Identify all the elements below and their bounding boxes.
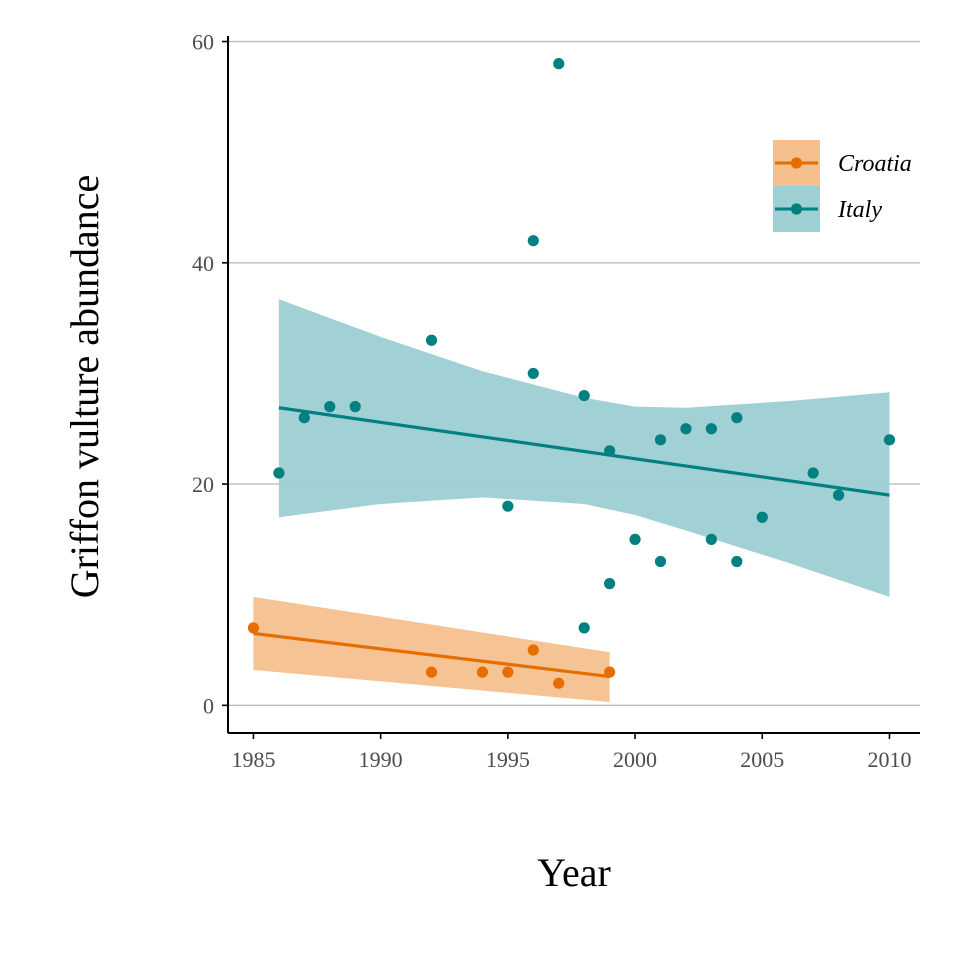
point-italy-5 bbox=[502, 500, 514, 512]
point-italy-4 bbox=[425, 334, 438, 346]
point-italy-13 bbox=[629, 533, 641, 545]
point-italy-12 bbox=[604, 578, 616, 590]
point-italy-0 bbox=[273, 467, 285, 479]
fit-line-croatia bbox=[253, 631, 610, 679]
tick-labels: 0 20 40 60 1985 1990 1995 2000 2005 2010 bbox=[192, 30, 911, 772]
x-tick-label-1995: 1995 bbox=[486, 747, 530, 772]
legend-item-italy: Italy bbox=[773, 186, 882, 232]
x-axis-title: Year bbox=[537, 850, 611, 895]
point-croatia-0 bbox=[247, 622, 260, 634]
y-tick-label-0: 0 bbox=[203, 693, 214, 718]
point-italy-21 bbox=[756, 511, 768, 523]
point-italy-15 bbox=[654, 555, 667, 568]
legend: Croatia Italy bbox=[773, 140, 912, 232]
axes bbox=[222, 36, 920, 739]
legend-point-croatia bbox=[790, 157, 803, 169]
legend-item-croatia: Croatia bbox=[773, 140, 912, 186]
y-tick-label-40: 40 bbox=[192, 251, 214, 276]
legend-label-croatia: Croatia bbox=[838, 151, 912, 177]
point-italy-19 bbox=[731, 412, 743, 424]
y-axis-title: Griffon vulture abundance bbox=[62, 175, 107, 599]
point-italy-22 bbox=[807, 467, 819, 479]
fit-line-italy bbox=[278, 406, 890, 497]
point-croatia-6 bbox=[604, 666, 616, 678]
band-italy bbox=[278, 299, 890, 597]
point-italy-6 bbox=[527, 235, 539, 247]
y-tick-label-60: 60 bbox=[192, 30, 214, 55]
point-croatia-2 bbox=[476, 666, 489, 678]
point-italy-18 bbox=[705, 533, 717, 545]
confidence-bands bbox=[253, 299, 890, 703]
point-italy-8 bbox=[553, 58, 565, 70]
legend-point-italy bbox=[790, 203, 803, 215]
point-italy-2 bbox=[324, 401, 336, 413]
point-italy-7 bbox=[527, 367, 539, 380]
point-italy-3 bbox=[349, 401, 361, 413]
fit-lines bbox=[253, 406, 890, 679]
point-italy-1 bbox=[298, 412, 310, 424]
band-croatia bbox=[253, 596, 610, 703]
point-croatia-5 bbox=[553, 677, 565, 689]
data-points bbox=[247, 58, 896, 689]
point-croatia-1 bbox=[425, 666, 438, 678]
x-tick-label-2000: 2000 bbox=[613, 747, 657, 772]
point-croatia-3 bbox=[502, 666, 514, 678]
x-tick-label-1990: 1990 bbox=[359, 747, 403, 772]
point-italy-11 bbox=[604, 445, 616, 457]
point-italy-23 bbox=[832, 489, 845, 501]
point-italy-17 bbox=[705, 423, 717, 435]
point-italy-9 bbox=[578, 389, 590, 402]
point-italy-10 bbox=[578, 622, 590, 634]
legend-label-italy: Italy bbox=[837, 197, 882, 223]
point-italy-14 bbox=[654, 434, 667, 446]
x-tick-label-2005: 2005 bbox=[740, 747, 784, 772]
x-tick-label-1985: 1985 bbox=[231, 747, 275, 772]
point-italy-24 bbox=[883, 434, 896, 446]
point-croatia-4 bbox=[527, 644, 539, 656]
x-tick-label-2010: 2010 bbox=[867, 747, 911, 772]
y-tick-label-20: 20 bbox=[192, 472, 214, 497]
point-italy-16 bbox=[680, 423, 692, 435]
point-italy-20 bbox=[731, 555, 743, 568]
